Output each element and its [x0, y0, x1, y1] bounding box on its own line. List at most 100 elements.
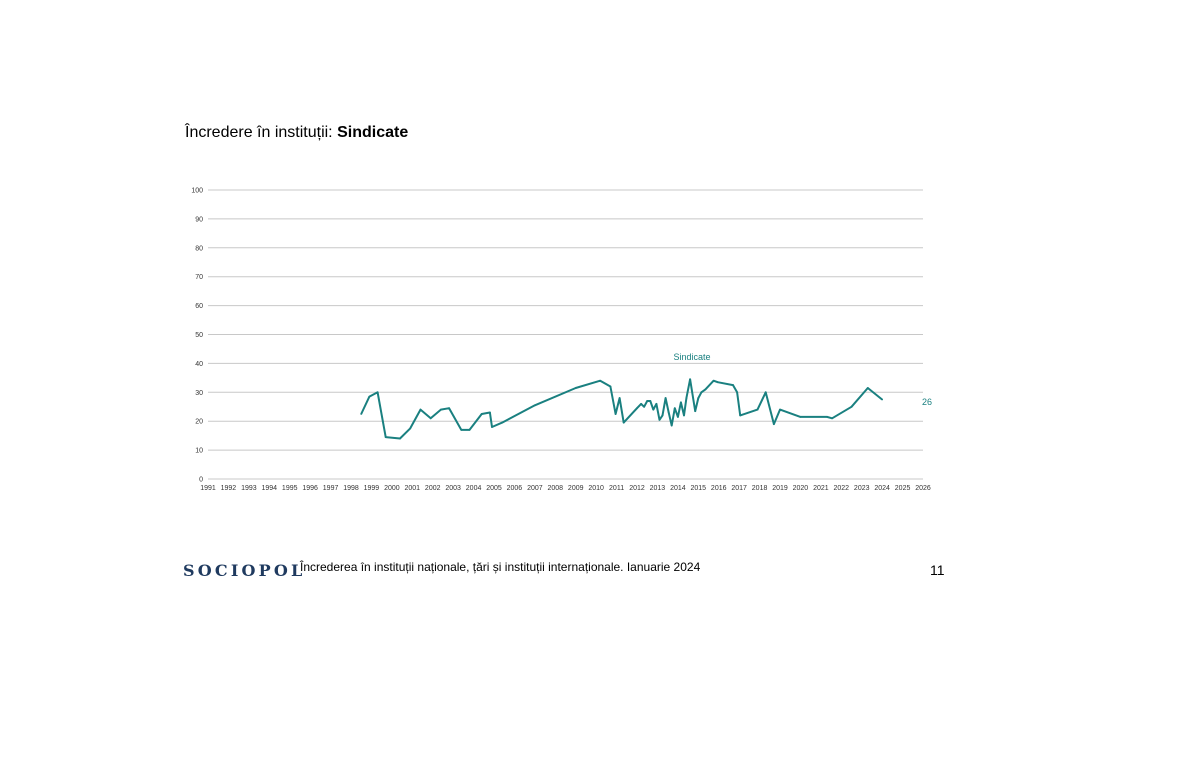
chart-gridlines	[208, 189, 923, 480]
y-tick-label: 30	[195, 390, 203, 397]
data-point	[673, 407, 676, 410]
y-tick-label: 70	[195, 274, 203, 281]
x-tick-label: 2016	[711, 485, 727, 492]
data-point	[697, 397, 700, 399]
data-point	[460, 428, 463, 431]
data-point	[599, 379, 602, 382]
data-point	[652, 408, 655, 411]
data-point	[826, 415, 828, 418]
data-point	[667, 411, 670, 414]
slide-title: Încredere în instituții: Sindicate	[185, 124, 408, 142]
x-tick-label: 2009	[568, 485, 584, 492]
x-tick-label: 2020	[793, 485, 809, 492]
y-tick-label: 40	[195, 361, 203, 368]
x-tick-label: 2005	[486, 485, 502, 492]
data-point	[700, 391, 703, 394]
data-point	[429, 417, 432, 420]
x-tick-label: 2017	[731, 485, 747, 492]
data-point	[618, 397, 621, 399]
data-point	[643, 405, 646, 408]
data-point	[419, 408, 422, 411]
slide-title-prefix: Încredere în instituții:	[185, 124, 338, 141]
series-line-0	[360, 378, 883, 440]
data-point	[676, 415, 679, 418]
x-tick-label: 1992	[221, 485, 237, 492]
data-point	[881, 398, 884, 401]
data-point	[649, 400, 652, 402]
x-tick-label: 2022	[833, 485, 849, 492]
slide-title-bold: Sindicate	[337, 124, 409, 141]
x-tick-label: 1997	[323, 485, 339, 492]
data-point	[658, 418, 661, 421]
data-point	[448, 407, 450, 410]
sociopol-logo: SOCIOPOL	[183, 561, 306, 580]
data-point	[399, 437, 401, 440]
x-tick-label: 2007	[527, 485, 543, 492]
series-name-label: Sindicate	[673, 352, 710, 362]
x-tick-label: 2024	[874, 485, 890, 492]
data-point	[636, 407, 638, 410]
data-point	[664, 397, 667, 399]
x-tick-label: 1994	[261, 485, 277, 492]
footer-caption: Încrederea în instituții naționale, țări…	[300, 560, 701, 574]
x-tick-label: 2013	[650, 485, 666, 492]
y-tick-label: 80	[195, 245, 203, 252]
data-point	[683, 414, 685, 417]
data-point	[685, 397, 688, 399]
chart-series: Sindicate 26	[360, 352, 932, 440]
data-point	[712, 379, 715, 382]
data-point	[736, 391, 738, 394]
data-point	[694, 410, 697, 412]
data-point	[640, 402, 642, 405]
data-point	[489, 411, 491, 414]
x-tick-label: 2019	[772, 485, 788, 492]
data-point	[501, 421, 504, 424]
x-tick-label: 2008	[547, 485, 563, 492]
y-tick-label: 50	[195, 332, 203, 339]
x-tick-label: 2023	[854, 485, 870, 492]
y-tick-label: 60	[195, 303, 203, 310]
data-point	[680, 401, 682, 404]
x-tick-label: 2002	[425, 485, 441, 492]
data-point	[376, 391, 379, 394]
data-point	[756, 408, 759, 411]
data-point	[772, 423, 775, 425]
y-tick-label: 90	[195, 216, 203, 223]
y-tick-label: 10	[195, 448, 203, 455]
data-point	[384, 436, 387, 438]
data-point	[799, 415, 802, 418]
x-tick-label: 2000	[384, 485, 400, 492]
x-tick-label: 2021	[813, 485, 829, 492]
y-tick-label: 0	[199, 477, 203, 484]
data-point	[655, 402, 658, 405]
x-tick-label: 1991	[200, 485, 216, 492]
x-tick-label: 2025	[895, 485, 911, 492]
x-tick-label: 1993	[241, 485, 257, 492]
data-point	[670, 424, 673, 427]
data-point	[716, 381, 719, 384]
data-point	[704, 388, 707, 391]
x-tick-label: 1996	[302, 485, 318, 492]
x-tick-label: 2001	[404, 485, 420, 492]
data-point	[764, 391, 767, 394]
data-point	[739, 414, 742, 417]
data-point	[689, 378, 692, 381]
data-point	[491, 426, 493, 428]
x-tick-label: 2003	[445, 485, 461, 492]
x-tick-label: 2018	[752, 485, 768, 492]
x-tick-label: 2012	[629, 485, 645, 492]
x-tick-label: 1995	[282, 485, 298, 492]
data-point	[409, 427, 412, 430]
data-point	[622, 421, 625, 424]
data-point	[850, 405, 853, 408]
x-tick-label: 2011	[609, 485, 624, 492]
x-tick-label: 1998	[343, 485, 359, 492]
data-point	[360, 413, 363, 415]
data-point	[779, 408, 781, 411]
data-point	[468, 428, 471, 431]
x-tick-label: 2015	[690, 485, 706, 492]
x-tick-label: 2026	[915, 485, 931, 492]
x-tick-label: 1999	[364, 485, 380, 492]
data-point	[574, 387, 577, 389]
